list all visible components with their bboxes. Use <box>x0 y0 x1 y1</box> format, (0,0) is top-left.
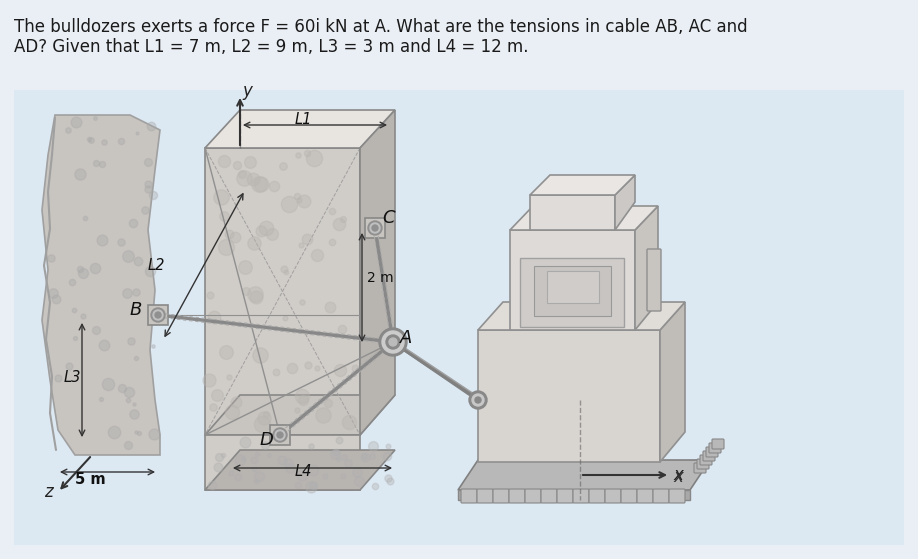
Polygon shape <box>205 148 360 435</box>
Circle shape <box>370 223 380 233</box>
Polygon shape <box>660 302 685 462</box>
Text: The bulldozers exerts a force F = 60i kN at A. What are the tensions in cable AB: The bulldozers exerts a force F = 60i kN… <box>14 18 747 36</box>
Polygon shape <box>510 206 658 230</box>
FancyBboxPatch shape <box>637 489 653 503</box>
FancyBboxPatch shape <box>520 258 624 327</box>
Polygon shape <box>205 110 395 148</box>
FancyBboxPatch shape <box>605 489 621 503</box>
Circle shape <box>153 310 163 320</box>
FancyBboxPatch shape <box>621 489 637 503</box>
FancyBboxPatch shape <box>694 463 706 473</box>
FancyBboxPatch shape <box>709 443 721 453</box>
Circle shape <box>273 428 287 442</box>
Text: L4: L4 <box>295 465 312 480</box>
Circle shape <box>368 221 382 235</box>
FancyBboxPatch shape <box>461 489 477 503</box>
Circle shape <box>475 397 481 403</box>
FancyBboxPatch shape <box>14 90 904 545</box>
Polygon shape <box>510 230 635 330</box>
Polygon shape <box>615 175 635 230</box>
FancyBboxPatch shape <box>547 271 599 303</box>
Text: L3: L3 <box>64 371 82 386</box>
Polygon shape <box>205 435 360 490</box>
Text: 5 m: 5 m <box>75 472 106 487</box>
Text: z: z <box>44 483 52 501</box>
Text: x: x <box>673 466 683 484</box>
Circle shape <box>275 430 285 440</box>
Circle shape <box>469 391 487 409</box>
Text: y: y <box>242 82 252 100</box>
Polygon shape <box>205 395 395 435</box>
FancyBboxPatch shape <box>703 451 715 461</box>
Circle shape <box>372 225 378 231</box>
Text: L2: L2 <box>148 258 165 272</box>
FancyBboxPatch shape <box>589 489 605 503</box>
Circle shape <box>472 394 484 406</box>
Text: x: x <box>673 468 683 486</box>
Text: C: C <box>382 209 395 227</box>
FancyBboxPatch shape <box>712 439 724 449</box>
Text: D: D <box>260 431 274 449</box>
Polygon shape <box>478 302 685 330</box>
FancyBboxPatch shape <box>700 455 712 465</box>
Circle shape <box>382 331 404 353</box>
FancyBboxPatch shape <box>647 249 661 311</box>
Polygon shape <box>458 460 710 490</box>
FancyBboxPatch shape <box>669 489 685 503</box>
Polygon shape <box>205 450 395 490</box>
FancyBboxPatch shape <box>706 447 718 457</box>
FancyBboxPatch shape <box>557 489 573 503</box>
Polygon shape <box>635 206 658 330</box>
Polygon shape <box>530 175 635 195</box>
Text: AD? Given that L1 = 7 m, L2 = 9 m, L3 = 3 m and L4 = 12 m.: AD? Given that L1 = 7 m, L2 = 9 m, L3 = … <box>14 38 529 56</box>
FancyBboxPatch shape <box>477 489 493 503</box>
Polygon shape <box>458 490 690 500</box>
Polygon shape <box>470 462 700 490</box>
FancyBboxPatch shape <box>365 218 385 238</box>
Text: A: A <box>400 329 412 347</box>
Text: B: B <box>130 301 142 319</box>
Polygon shape <box>42 115 160 455</box>
Text: L1: L1 <box>295 112 312 127</box>
FancyBboxPatch shape <box>653 489 669 503</box>
Circle shape <box>386 335 400 349</box>
Circle shape <box>155 312 161 318</box>
FancyBboxPatch shape <box>697 459 709 469</box>
FancyBboxPatch shape <box>541 489 557 503</box>
Circle shape <box>277 432 283 438</box>
Circle shape <box>389 338 397 346</box>
Polygon shape <box>360 110 395 435</box>
FancyBboxPatch shape <box>148 305 168 325</box>
FancyBboxPatch shape <box>270 425 290 445</box>
FancyBboxPatch shape <box>493 489 509 503</box>
Polygon shape <box>478 330 660 462</box>
FancyBboxPatch shape <box>573 489 589 503</box>
Polygon shape <box>530 195 615 230</box>
Circle shape <box>379 328 407 356</box>
FancyBboxPatch shape <box>525 489 541 503</box>
Circle shape <box>151 308 165 322</box>
FancyBboxPatch shape <box>534 266 611 316</box>
Text: 2 m: 2 m <box>367 271 394 285</box>
FancyBboxPatch shape <box>509 489 525 503</box>
